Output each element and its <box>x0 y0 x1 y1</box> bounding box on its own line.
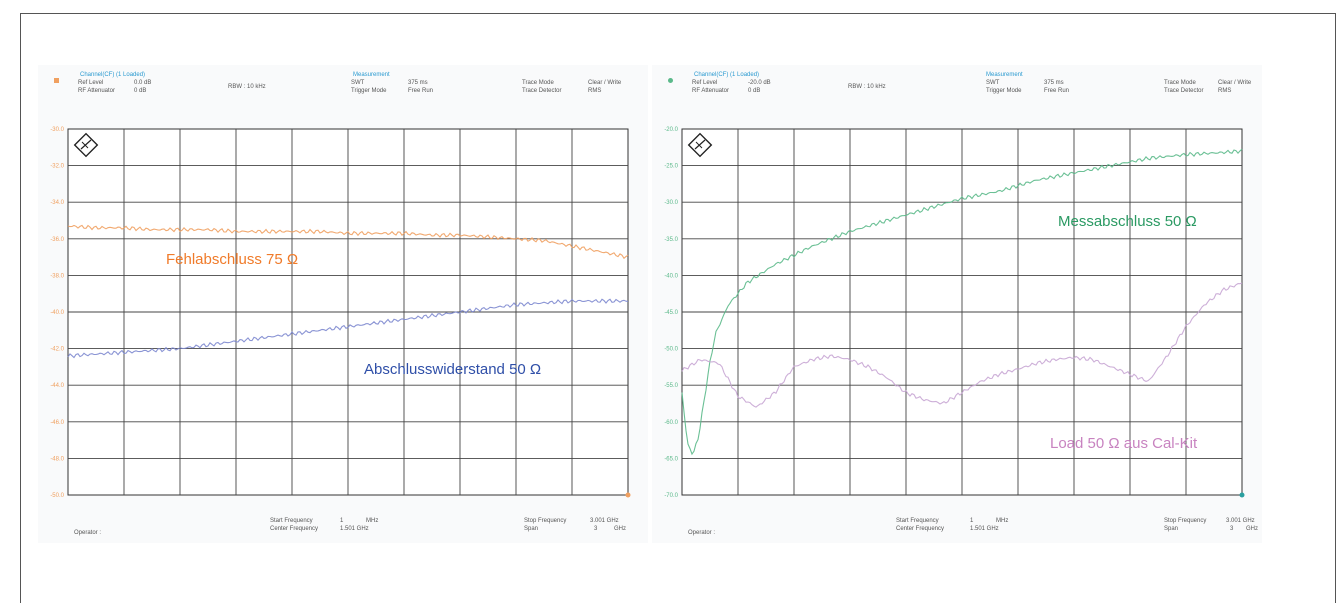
annotation-abschlusswiderstand: Abschlusswiderstand 50 Ω <box>364 361 542 378</box>
rf-att-value: 0 dB <box>748 88 761 94</box>
ref-marker-icon <box>54 78 59 83</box>
y-tick-label: -30.0 <box>664 200 678 206</box>
y-tick-label: -38.0 <box>50 273 64 279</box>
span-value: 3 <box>1230 526 1234 532</box>
span-value: 3 <box>594 526 598 532</box>
trace-mode-value: Clear / Write <box>1218 80 1252 86</box>
start-frequency-unit: MHz <box>366 518 379 524</box>
left-spectrum-chart: -30.0 -32.0 -34.0 -36.0 -38.0 -40.0 -42.0 -44.0… <box>50 127 631 499</box>
series-line-1 <box>67 224 629 260</box>
rbw-value: RBW : 10 kHz <box>848 84 886 90</box>
ref-level-value: -20.0 dB <box>748 80 771 86</box>
group-title: Measurement <box>353 72 390 78</box>
y-tick-label: -60.0 <box>664 420 678 426</box>
y-tick-label: -35.0 <box>664 237 678 243</box>
span-unit: GHz <box>614 526 626 532</box>
annotation-load-cal-kit: Load 50 Ω aus Cal-Kit <box>1050 435 1198 452</box>
center-frequency-label: Center Frequency <box>896 526 945 532</box>
y-tick-label: -50.0 <box>664 347 678 353</box>
trace-detector-label: Trace Detector <box>522 88 562 94</box>
series-line-2 <box>67 298 629 359</box>
series-line-1 <box>681 148 1243 456</box>
trigger-label: Trigger Mode <box>351 88 387 94</box>
group-title: Measurement <box>986 72 1023 78</box>
y-tick-label: -40.0 <box>664 273 678 279</box>
ref-level-label: Ref Level <box>692 80 718 86</box>
rs-logo-icon <box>687 132 713 158</box>
start-frequency-label: Start Frequency <box>270 518 313 524</box>
y-tick-label: -70.0 <box>664 493 678 499</box>
trace-detector-value: RMS <box>588 88 602 94</box>
trace-detector-label: Trace Detector <box>1164 88 1204 94</box>
span-label: Span <box>1164 526 1179 532</box>
trace-mode-label: Trace Mode <box>1164 80 1196 86</box>
ref-level-label: Ref Level <box>78 80 104 86</box>
y-tick-label: -45.0 <box>664 310 678 316</box>
y-tick-label: -40.0 <box>50 310 64 316</box>
y-tick-label: -32.0 <box>50 164 64 170</box>
y-tick-label: -48.0 <box>50 456 64 462</box>
swt-value: 375 ms <box>1044 80 1064 86</box>
stop-frequency-value: 3.001 GHz <box>1226 518 1255 524</box>
y-tick-label: -30.0 <box>50 127 64 133</box>
rf-att-value: 0 dB <box>134 88 147 94</box>
y-tick-label: -25.0 <box>664 164 678 170</box>
start-frequency-value: 1 <box>970 518 974 524</box>
operator-label: Operator : <box>74 530 102 536</box>
rf-att-label: RF Attenuator <box>78 88 116 94</box>
y-tick-label: -50.0 <box>50 493 64 499</box>
right-analyzer-panel: Channel(CF) (1 Loaded) Ref Level -20.0 d… <box>652 65 1262 543</box>
center-frequency-value: 1.501 GHz <box>970 526 999 532</box>
left-analyzer-panel: Channel(CF) (1 Loaded) Ref Level 0.0 dB … <box>38 65 648 543</box>
rbw-value: RBW : 10 kHz <box>228 84 266 90</box>
annotation-messabschluss: Messabschluss 50 Ω <box>1058 213 1197 230</box>
y-tick-label: -34.0 <box>50 200 64 206</box>
span-label: Span <box>524 526 539 532</box>
trigger-value: Free Run <box>1044 88 1070 94</box>
start-frequency-label: Start Frequency <box>896 518 939 524</box>
trigger-label: Trigger Mode <box>986 88 1022 94</box>
center-frequency-value: 1.501 GHz <box>340 526 369 532</box>
annotation-fehlabschluss: Fehlabschluss 75 Ω <box>166 251 299 268</box>
stop-frequency-value: 3.001 GHz <box>590 518 619 524</box>
trace-mode-value: Clear / Write <box>588 80 622 86</box>
rs-logo-icon <box>73 132 99 158</box>
trace-detector-value: RMS <box>1218 88 1232 94</box>
y-tick-label: -55.0 <box>664 383 678 389</box>
y-tick-label: -42.0 <box>50 347 64 353</box>
y-tick-label: -44.0 <box>50 383 64 389</box>
start-frequency-value: 1 <box>340 518 344 524</box>
trace-mode-label: Trace Mode <box>522 80 554 86</box>
span-unit: GHz <box>1246 526 1258 532</box>
figure-frame <box>20 13 1336 603</box>
series-line-2 <box>681 282 1243 408</box>
stop-frequency-label: Stop Frequency <box>1164 518 1207 524</box>
trigger-value: Free Run <box>408 88 434 94</box>
header-title: Channel(CF) (1 Loaded) <box>694 72 760 78</box>
trace-end-marker <box>625 492 631 498</box>
ref-marker-icon <box>668 78 673 83</box>
y-tick-label: -46.0 <box>50 420 64 426</box>
start-frequency-unit: MHz <box>996 518 1009 524</box>
trace-end-marker <box>1239 492 1245 498</box>
operator-label: Operator : <box>688 530 716 536</box>
rf-att-label: RF Attenuator <box>692 88 730 94</box>
ref-level-value: 0.0 dB <box>134 80 152 86</box>
y-tick-label: -36.0 <box>50 237 64 243</box>
stop-frequency-label: Stop Frequency <box>524 518 567 524</box>
swt-label: SWT <box>986 80 1000 86</box>
y-tick-label: -65.0 <box>664 456 678 462</box>
y-tick-label: -20.0 <box>664 127 678 133</box>
swt-value: 375 ms <box>408 80 428 86</box>
swt-label: SWT <box>351 80 365 86</box>
right-spectrum-chart: -20.0 -25.0 -30.0 -35.0 -40.0 -45.0 -50.0 -55.0… <box>664 127 1245 499</box>
center-frequency-label: Center Frequency <box>270 526 319 532</box>
header-title: Channel(CF) (1 Loaded) <box>80 72 146 78</box>
